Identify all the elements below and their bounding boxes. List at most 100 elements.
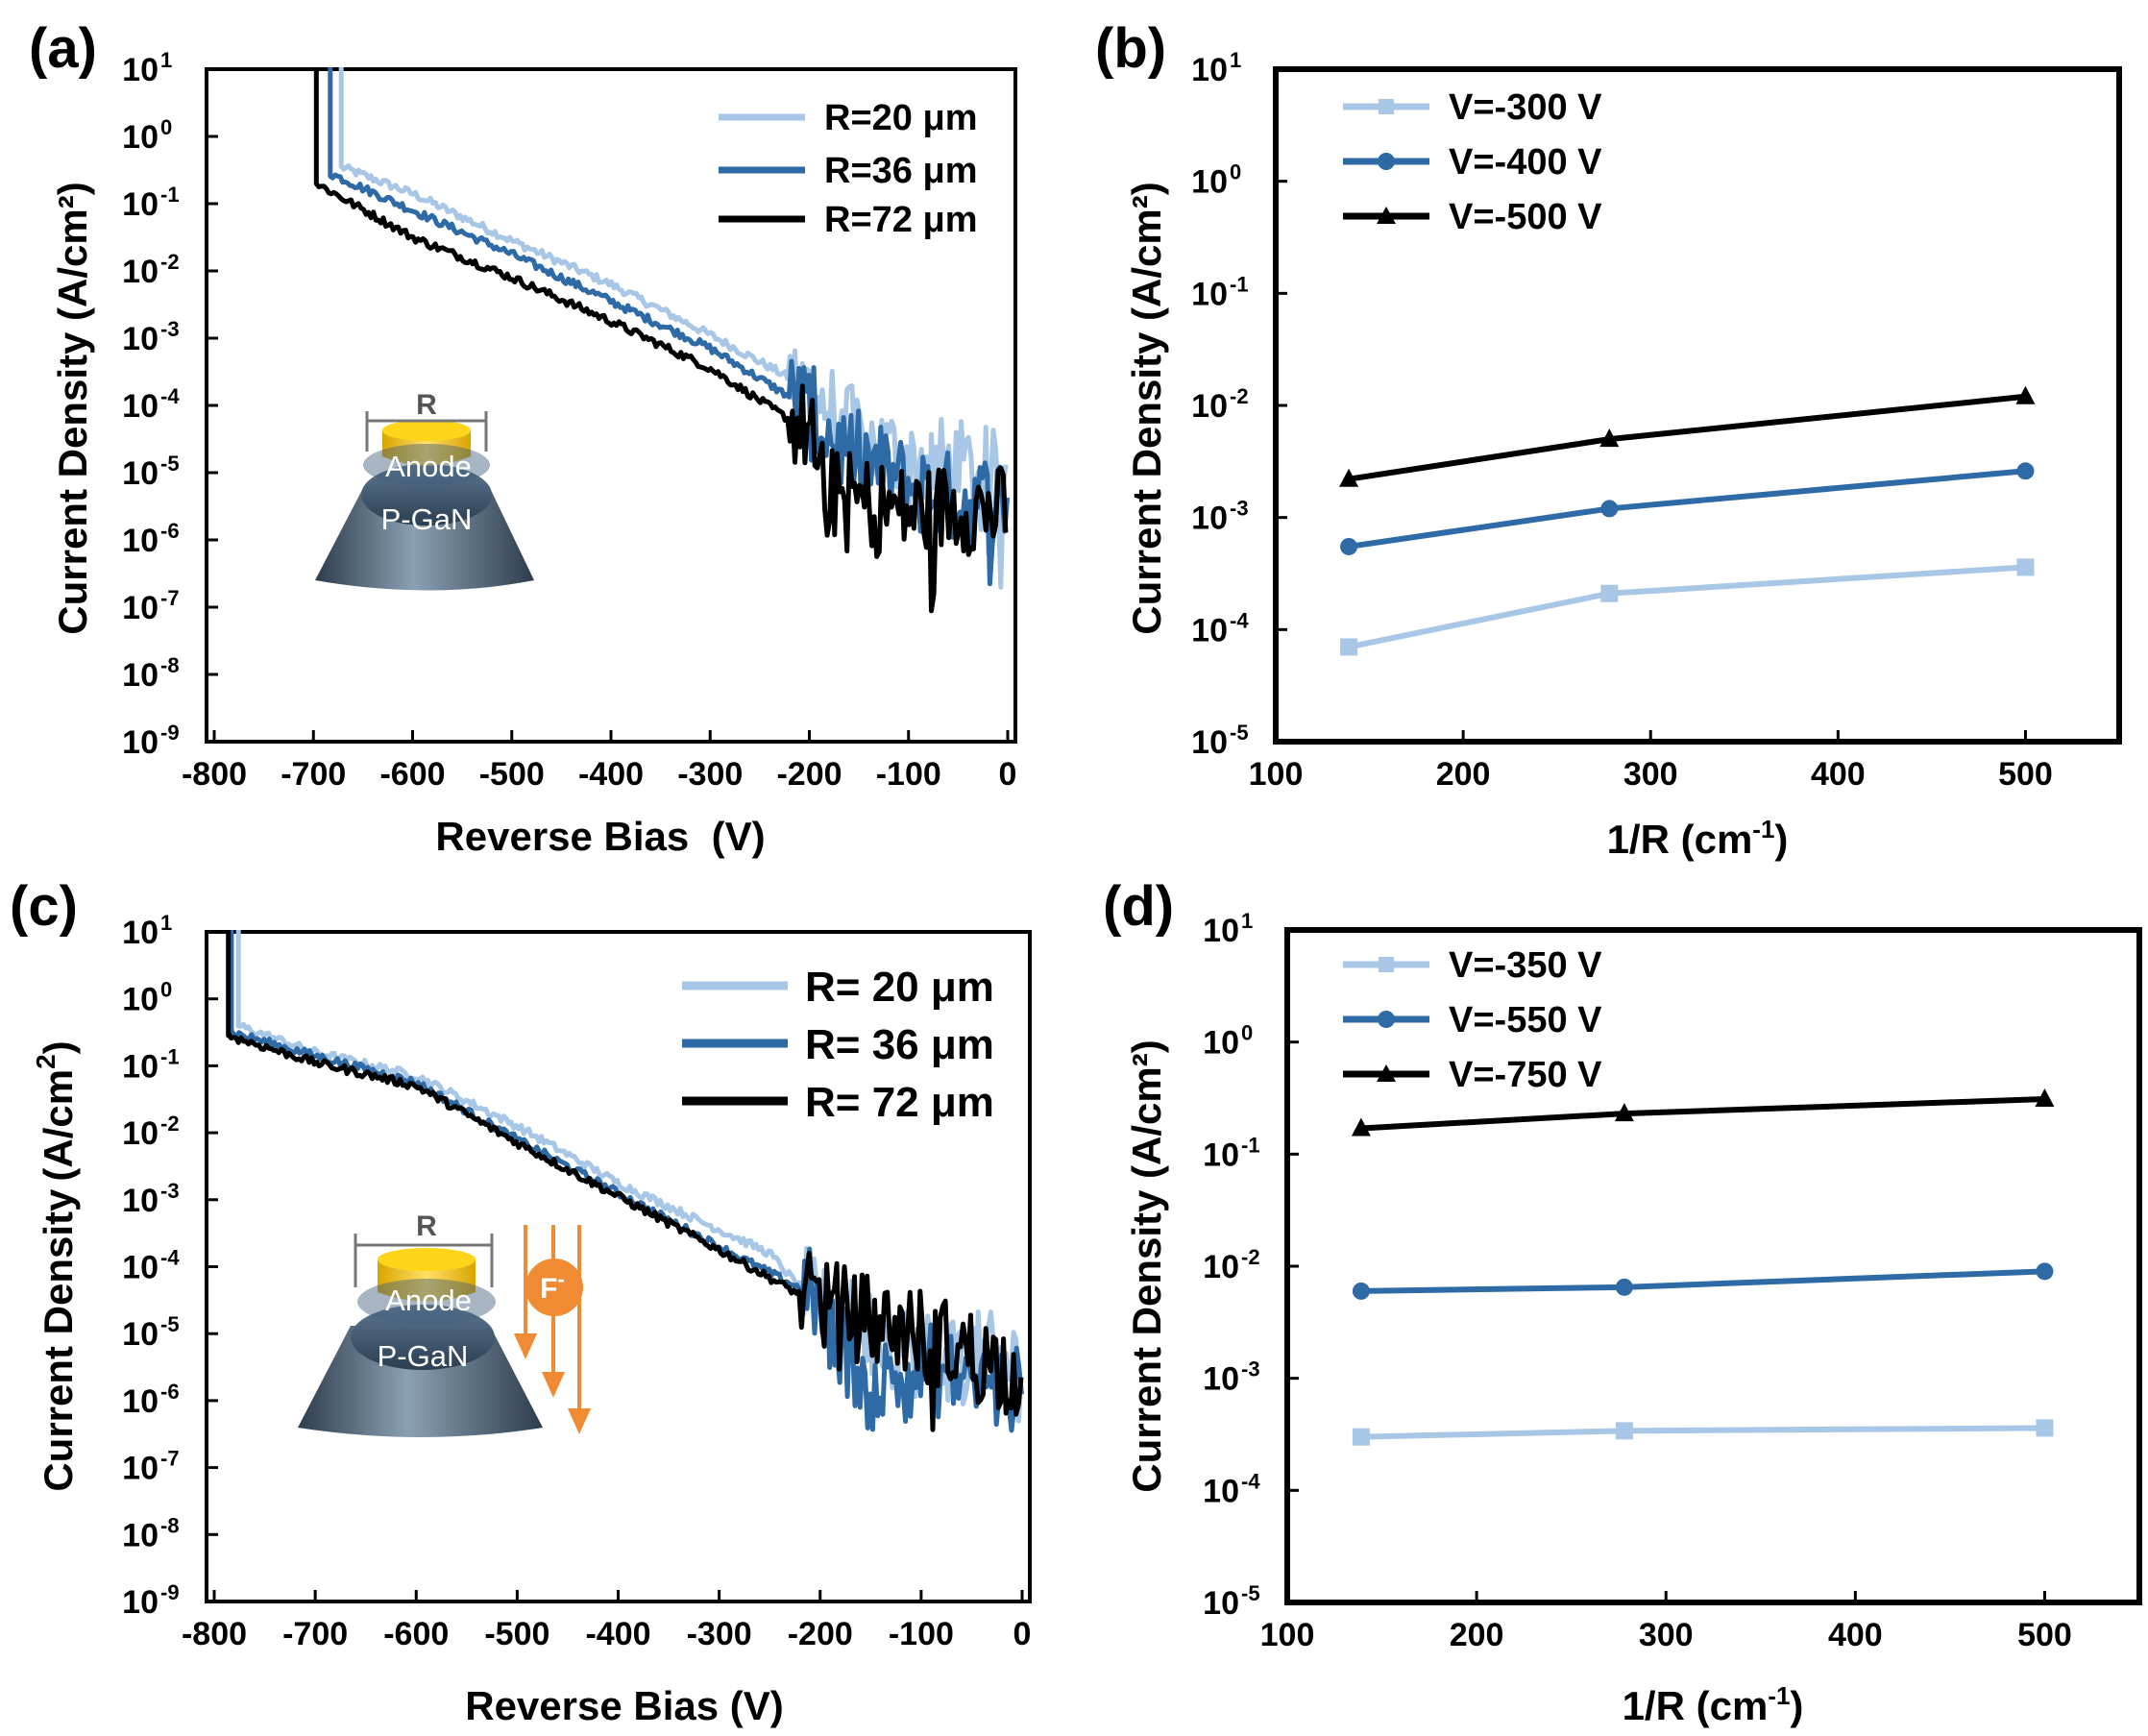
y-tick-label: 10 (1191, 164, 1228, 201)
y-tick-label: 10 (1203, 1137, 1239, 1173)
iv-curve (338, 67, 1009, 590)
fluorine-ion (525, 1259, 583, 1316)
y-tick-exponent: -3 (160, 317, 180, 341)
x-tick-label: -200 (788, 1616, 853, 1652)
anode-body (378, 1259, 476, 1302)
data-point (1615, 1422, 1633, 1440)
y-tick-exponent: -2 (160, 250, 180, 274)
data-point (2036, 1419, 2054, 1437)
x-tick-label: 200 (1436, 756, 1491, 793)
panel-a-legend: R=20 μm R=36 μm R=72 μm (719, 98, 978, 240)
data-point (2036, 1262, 2054, 1281)
x-tick-label: 100 (1249, 756, 1304, 793)
panel-c-y-ticks: 10-910-810-710-610-510-410-310-210-110 01… (122, 911, 218, 1621)
y-tick-label: 10 (1191, 52, 1228, 88)
iv-curve (313, 67, 1009, 614)
fluorine-arrow-3-head (567, 1408, 592, 1434)
y-tick-label: 10 (122, 1383, 159, 1420)
data-point (1352, 1282, 1370, 1300)
x-tick-label: -800 (182, 1616, 247, 1652)
x-tick-label: 100 (1260, 1617, 1315, 1653)
legend-label-d0: V=-350 V (1449, 945, 1602, 986)
x-title-main: 1/R (cm (1623, 1683, 1769, 1728)
legend-label-a0: R=20 μm (824, 98, 978, 138)
legend-label-a2: R=72 μm (824, 200, 978, 240)
panel-b-x-ticks: 100 200 300 400 500 (1249, 730, 2053, 793)
y-tick-exponent: -7 (160, 1447, 180, 1471)
pgan-top-disc (351, 1305, 495, 1370)
x-tick-label: 500 (1998, 756, 2053, 793)
y-tick-exponent: -2 (1230, 384, 1249, 408)
y-tick-exponent: 0 (160, 115, 172, 139)
y-tick-exponent: -6 (160, 1380, 180, 1404)
y-tick-exponent: -3 (1230, 497, 1249, 521)
anode-top (382, 420, 471, 441)
legend-label-b1: V=-400 V (1449, 142, 1602, 183)
x-tick-label: -300 (677, 756, 743, 793)
y-tick-label: 10 (122, 915, 159, 951)
legend-label-c2: R= 72 μm (805, 1079, 994, 1126)
data-point (1351, 1117, 1371, 1137)
legend-marker-b1 (1378, 153, 1395, 170)
y-tick-label: 10 (1191, 724, 1228, 761)
y-tick-exponent: -9 (160, 721, 180, 745)
y-tick-label: 10 (1191, 501, 1228, 537)
pgan-label: P-GaN (381, 502, 473, 536)
fluorine-ion-label: F- (540, 1267, 565, 1305)
x-tick-label: -700 (282, 1616, 348, 1652)
y-title-exp: 2 (31, 1054, 61, 1069)
panel-b-plot-frame (1273, 66, 2122, 745)
pgan-label: P-GaN (378, 1339, 469, 1373)
panel-c-x-ticks: -800 -700 -600 -500 -400 -300 -200 -100 0 (182, 1590, 1031, 1652)
anode-ring (357, 1279, 496, 1325)
x-tick-label: -700 (281, 756, 346, 793)
y-tick-exponent: -1 (1230, 272, 1249, 296)
y-tick-exponent: -4 (160, 384, 180, 408)
x-tick-label: -500 (484, 1616, 549, 1652)
data-point (1600, 500, 1619, 518)
y-tick-label: 10 (122, 1316, 159, 1353)
y-title-unit: (A/cm (36, 1069, 81, 1182)
panel-a-inset: R Anode P-GaN (315, 389, 534, 591)
legend-label-c0: R= 20 μm (805, 964, 994, 1011)
x-tick-label: -400 (585, 1616, 650, 1652)
anode-ring (363, 444, 490, 486)
y-tick-label: 10 (122, 1517, 159, 1553)
x-tick-label: -100 (889, 1616, 954, 1652)
y-tick-label: 10 (122, 657, 159, 694)
legend-marker-d0 (1379, 957, 1394, 972)
legend-label-a1: R=36 μm (824, 151, 978, 191)
panel-c-y-axis-title: Current Density (A/cm2) (31, 1040, 81, 1491)
y-tick-label: 10 (122, 590, 159, 626)
x-tick-label: -600 (383, 1616, 449, 1652)
y-tick-label: 10 (1191, 612, 1228, 648)
dimension-label: R (416, 389, 437, 421)
pgan-top-disc (361, 464, 492, 526)
y-tick-label: 10 (122, 321, 159, 357)
panel-a-series (313, 67, 1010, 614)
legend-label-d1: V=-550 V (1449, 1000, 1602, 1040)
y-tick-exponent: -1 (160, 1044, 180, 1068)
legend-marker-b2 (1377, 207, 1396, 224)
data-point (1600, 584, 1619, 602)
x-tick-label: -300 (687, 1616, 752, 1652)
iv-curve (226, 930, 1024, 1432)
x-tick-label: -100 (876, 756, 941, 793)
y-tick-label: 10 (122, 455, 159, 492)
x-title-close: ) (1790, 1683, 1803, 1728)
panel-a-y-ticks: 10-910-810-710-610-510-410-310-210-110 01… (122, 48, 218, 761)
fluorine-arrow-1-head (513, 1333, 538, 1359)
fluorine-arrow-2-head (541, 1372, 566, 1398)
panel-d-plot-frame (1284, 927, 2142, 1605)
iv-curve (328, 67, 1010, 587)
y-tick-label: 10 (122, 388, 159, 425)
y-tick-label: 10 (1203, 1249, 1239, 1285)
panel-a-x-axis-title: Reverse Bias (V) (435, 814, 765, 859)
y-tick-label: 10 (122, 119, 159, 156)
y-tick-exponent: 0 (1241, 1021, 1253, 1045)
fluorine-arrows (513, 1225, 592, 1434)
y-tick-label: 10 (122, 1584, 159, 1621)
x-title-exp: -1 (1752, 815, 1774, 844)
